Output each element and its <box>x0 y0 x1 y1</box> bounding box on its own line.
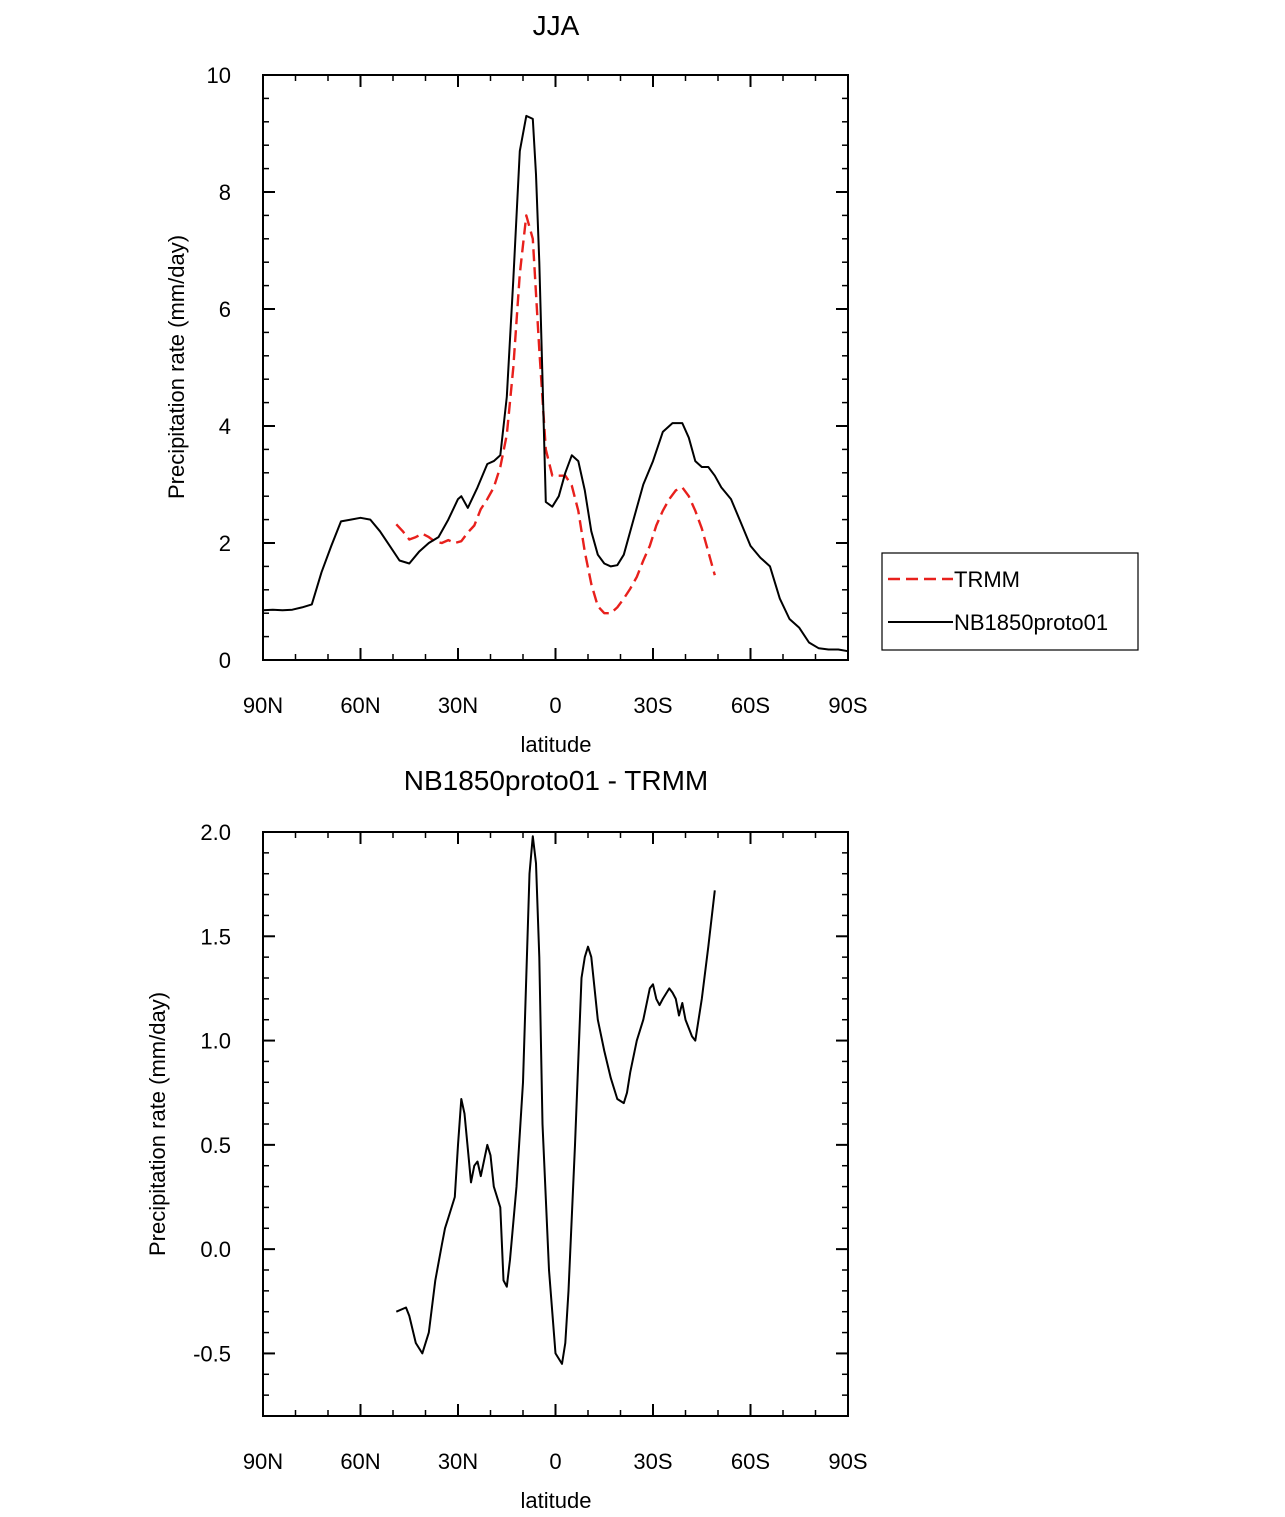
bottom-y-tick-label: 1.5 <box>200 924 231 949</box>
top-chart-panel: JJA 0 2 4 6 8 10 90N 60N 30N 0 30S 60S 90S latitude… <box>164 10 1139 757</box>
top-chart-y-axis-label: Precipitation rate (mm/day) <box>164 235 189 499</box>
bottom-chart-title: NB1850proto01 - TRMM <box>404 765 709 796</box>
legend: TRMM NB1850proto01 <box>881 552 1139 651</box>
bottom-x-tick-label: 0 <box>549 1449 561 1474</box>
bottom-chart-x-tick-labels: 90N 60N 30N 0 30S 60S 90S <box>243 1449 868 1474</box>
legend-model-label: NB1850proto01 <box>954 610 1108 635</box>
top-y-tick-label: 4 <box>219 414 231 439</box>
top-chart-x-axis-label: latitude <box>521 732 592 757</box>
top-x-tick-label: 60N <box>340 693 380 718</box>
bottom-chart-panel: NB1850proto01 - TRMM -0.5 0.0 0.5 1.0 1.5 2.0… <box>145 765 868 1513</box>
bottom-y-tick-label: 2.0 <box>200 820 231 845</box>
top-x-tick-label: 90S <box>828 693 867 718</box>
bottom-y-tick-label: 1.0 <box>200 1029 231 1054</box>
bottom-y-tick-label: -0.5 <box>193 1341 231 1366</box>
bottom-series-nb1850proto01-trmm-line <box>395 835 716 1365</box>
top-x-tick-label: 90N <box>243 693 283 718</box>
top-y-tick-label: 8 <box>219 180 231 205</box>
bottom-x-tick-label: 90S <box>828 1449 867 1474</box>
top-x-tick-label: 30S <box>633 693 672 718</box>
top-chart-ticks <box>262 74 849 661</box>
bottom-y-tick-label: 0.5 <box>200 1133 231 1158</box>
top-series-trmm-line <box>395 214 716 615</box>
top-y-tick-label: 0 <box>219 648 231 673</box>
top-series-nb1850proto01-line <box>262 114 849 653</box>
bottom-chart-series <box>395 835 716 1365</box>
legend-trmm-label: TRMM <box>954 567 1020 592</box>
top-x-tick-label: 60S <box>731 693 770 718</box>
bottom-x-tick-label: 30S <box>633 1449 672 1474</box>
bottom-x-tick-label: 60S <box>731 1449 770 1474</box>
top-y-tick-label: 10 <box>207 63 231 88</box>
bottom-x-tick-label: 90N <box>243 1449 283 1474</box>
top-x-tick-label: 0 <box>549 693 561 718</box>
top-y-tick-label: 2 <box>219 531 231 556</box>
top-chart-title: JJA <box>533 10 580 41</box>
bottom-chart-frame <box>262 831 849 1417</box>
legend-box <box>881 552 1139 651</box>
top-y-tick-label: 6 <box>219 297 231 322</box>
bottom-chart-x-axis-label: latitude <box>521 1488 592 1513</box>
top-chart-frame <box>262 74 849 661</box>
bottom-chart-y-tick-labels: -0.5 0.0 0.5 1.0 1.5 2.0 <box>193 820 231 1366</box>
bottom-x-tick-label: 30N <box>438 1449 478 1474</box>
bottom-x-tick-label: 60N <box>340 1449 380 1474</box>
top-x-tick-label: 30N <box>438 693 478 718</box>
top-chart-y-tick-labels: 0 2 4 6 8 10 <box>207 63 231 673</box>
bottom-chart-ticks <box>262 831 849 1417</box>
top-chart-series <box>262 114 849 653</box>
bottom-y-tick-label: 0.0 <box>200 1237 231 1262</box>
top-chart-x-tick-labels: 90N 60N 30N 0 30S 60S 90S <box>243 693 868 718</box>
bottom-chart-y-axis-label: Precipitation rate (mm/day) <box>145 992 170 1256</box>
